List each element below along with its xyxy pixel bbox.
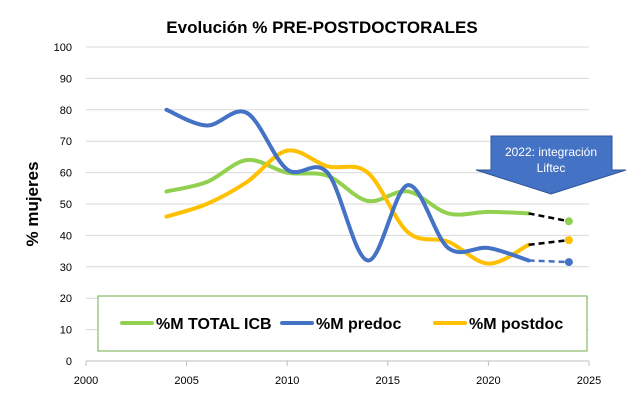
annotation-text: 2022: integración Liftec [505, 145, 597, 175]
legend-marker [135, 321, 139, 325]
legend: %M TOTAL ICB %M predoc %M postdoc [97, 295, 588, 352]
series-line-2 [164, 148, 531, 266]
projection-point [564, 217, 573, 226]
data-point [285, 148, 290, 153]
data-point [285, 167, 290, 172]
y-tick-label: 80 [60, 105, 72, 117]
projection-point [564, 258, 573, 267]
data-point [406, 189, 410, 194]
data-point [325, 170, 330, 175]
data-point [446, 239, 450, 244]
data-point [446, 211, 450, 216]
data-point [365, 170, 370, 175]
legend-label: %M postdoc [469, 316, 563, 333]
legend-box [97, 295, 588, 352]
data-point [406, 183, 410, 187]
data-point [245, 158, 249, 162]
series-line-0 [164, 158, 531, 217]
legend-marker [448, 321, 452, 325]
legend-marker [295, 321, 299, 325]
data-point [245, 180, 249, 184]
data-point [204, 123, 209, 128]
annotation-callout: 2022: integración Liftec [475, 135, 627, 195]
data-point [164, 108, 169, 112]
x-tick-label: 2005 [174, 375, 198, 387]
x-tick-label: 2015 [376, 375, 400, 387]
x-tick-label: 2020 [476, 375, 500, 387]
projection-line [528, 212, 570, 223]
data-point [365, 199, 370, 203]
data-point [245, 111, 249, 115]
y-tick-label: 30 [60, 262, 72, 274]
data-point [325, 164, 330, 169]
y-tick-label: 60 [60, 168, 72, 180]
data-point [446, 246, 450, 250]
data-point [486, 261, 491, 266]
y-axis-label: % mujeres [23, 161, 42, 246]
projection-line [528, 259, 569, 264]
projection-line [528, 238, 570, 247]
axes: 0 10 20 30 40 50 60 70 80 90 100 2000 2005 2010 2015 20… [54, 42, 602, 387]
projection-point [564, 236, 573, 245]
y-tick-label: 50 [60, 199, 72, 211]
y-tick-label: 90 [60, 73, 72, 85]
data-point [204, 202, 209, 206]
x-tick-label: 2010 [275, 375, 299, 387]
data-point [204, 180, 209, 184]
y-tick-label: 100 [54, 42, 72, 54]
y-tick-label: 10 [60, 325, 72, 337]
data-point [365, 258, 370, 263]
legend-label: %M predoc [316, 316, 401, 333]
y-tick-label: 0 [66, 356, 72, 368]
data-point [164, 214, 169, 219]
data-point [486, 210, 491, 214]
data-point [406, 230, 410, 235]
chart-title: Evolución % PRE-POSTDOCTORALES [166, 18, 477, 37]
y-tick-label: 40 [60, 230, 72, 242]
data-point [164, 189, 169, 194]
y-tick-label: 70 [60, 136, 72, 148]
x-tick-label: 2000 [74, 375, 98, 387]
x-tick-label: 2025 [577, 375, 601, 387]
y-tick-label: 20 [60, 293, 72, 305]
callout-arrow-shape [475, 135, 627, 195]
legend-label: %M TOTAL ICB [156, 316, 272, 333]
data-point [486, 246, 491, 250]
series-line-1 [164, 107, 531, 263]
plot-area [164, 107, 573, 267]
